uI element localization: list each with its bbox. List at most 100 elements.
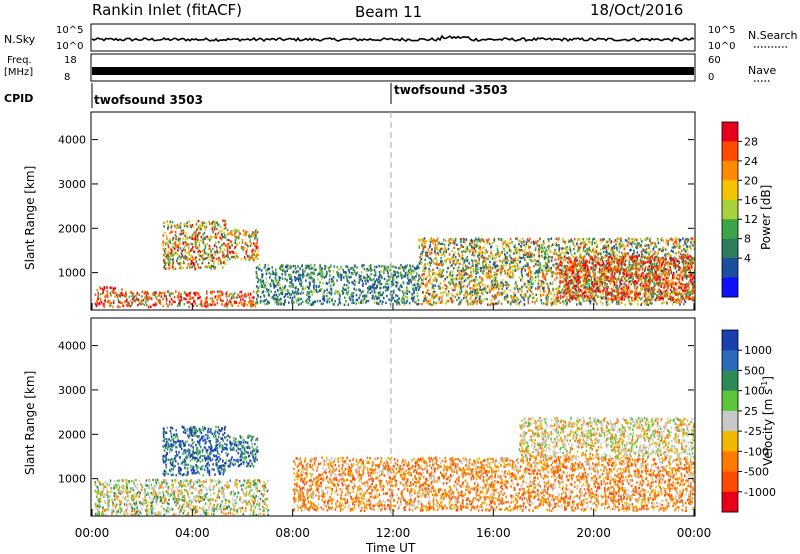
power-cell: [458, 303, 460, 306]
power-cell: [373, 301, 376, 304]
nave-tick-bottom: 0: [708, 72, 714, 83]
power-cell: [490, 245, 493, 248]
power-cell: [243, 246, 246, 249]
power-cell: [465, 267, 468, 270]
power-cell: [173, 242, 176, 245]
power-cell: [360, 274, 362, 278]
power-cell: [309, 267, 311, 270]
power-cell: [207, 304, 209, 308]
power-cell: [146, 303, 148, 307]
power-cell: [302, 291, 304, 295]
power-cell: [211, 222, 213, 225]
power-cell: [683, 254, 686, 257]
power-cell: [581, 284, 583, 287]
power-cell: [474, 292, 476, 295]
power-cell: [376, 279, 379, 283]
power-cell: [530, 259, 532, 262]
power-cell: [463, 273, 466, 276]
power-cell: [631, 296, 633, 300]
power-cell: [406, 292, 408, 295]
power-cell: [603, 237, 605, 241]
power-cell: [276, 303, 278, 306]
power-cell: [296, 277, 298, 280]
power-cell: [541, 248, 544, 252]
power-cell: [517, 267, 520, 271]
power-cell: [651, 302, 653, 305]
power-cell: [235, 236, 238, 239]
power-cell: [213, 262, 215, 265]
power-cell: [577, 244, 579, 248]
power-cell: [415, 275, 417, 278]
power-cell: [394, 271, 397, 274]
power-cell: [288, 264, 291, 268]
power-cell: [237, 293, 239, 296]
power-cell: [510, 256, 512, 260]
power-cell: [400, 298, 402, 301]
power-cell: [152, 303, 155, 306]
power-cell: [519, 260, 522, 263]
power-cell: [607, 303, 610, 306]
power-cell: [444, 283, 446, 287]
power-cell: [186, 236, 188, 239]
power-cell: [425, 298, 428, 301]
power-cell: [429, 252, 431, 255]
power-cell: [506, 261, 508, 264]
power-cell: [279, 267, 282, 271]
power-cell: [297, 292, 300, 295]
power-cell: [422, 247, 425, 250]
power-cell: [500, 238, 503, 242]
power-cell: [164, 259, 166, 262]
power-cell: [197, 265, 199, 268]
power-cell: [521, 237, 524, 240]
power-cell: [246, 243, 248, 247]
power-cell: [675, 245, 677, 248]
power-cell: [633, 282, 636, 286]
power-cell: [495, 256, 498, 259]
power-cell: [367, 286, 369, 290]
power-cell: [114, 291, 116, 295]
power-cell: [592, 282, 594, 285]
power-cell: [102, 289, 105, 292]
power-cell: [621, 253, 624, 257]
power-cell: [582, 283, 585, 287]
power-cell: [585, 238, 588, 241]
power-cell: [645, 279, 648, 282]
power-cell: [469, 249, 472, 252]
power-cell: [307, 291, 309, 294]
power-cell: [307, 276, 310, 280]
power-cell: [690, 241, 692, 244]
power-cell: [496, 264, 498, 268]
power-cell: [462, 263, 464, 266]
power-cell: [366, 267, 368, 271]
power-cell: [558, 237, 560, 240]
power-cell: [440, 296, 443, 300]
power-cell: [307, 266, 310, 270]
power-cell: [138, 293, 140, 296]
power-cell: [480, 255, 482, 258]
power-cell: [527, 244, 530, 247]
power-cell: [96, 301, 99, 304]
power-cell: [468, 262, 471, 265]
power-cell: [167, 257, 169, 260]
power-cell: [526, 255, 529, 259]
power-cell: [253, 290, 255, 293]
power-cell: [650, 293, 653, 296]
power-cell: [485, 265, 487, 268]
power-cell: [440, 259, 442, 263]
power-cell: [501, 291, 504, 294]
power-cell: [448, 253, 451, 256]
power-cell: [252, 231, 254, 234]
power-cell: [620, 245, 623, 248]
power-cell: [506, 243, 508, 246]
power-cell: [303, 268, 305, 271]
power-cell: [645, 300, 648, 303]
power-cell: [153, 293, 155, 297]
power-cell: [442, 286, 444, 290]
power-cell: [497, 250, 499, 253]
power-cell: [194, 266, 196, 270]
power-cell: [563, 271, 566, 274]
power-cell: [619, 281, 621, 284]
power-cell: [332, 303, 334, 306]
power-cell: [110, 301, 112, 305]
power-cell: [203, 302, 206, 305]
